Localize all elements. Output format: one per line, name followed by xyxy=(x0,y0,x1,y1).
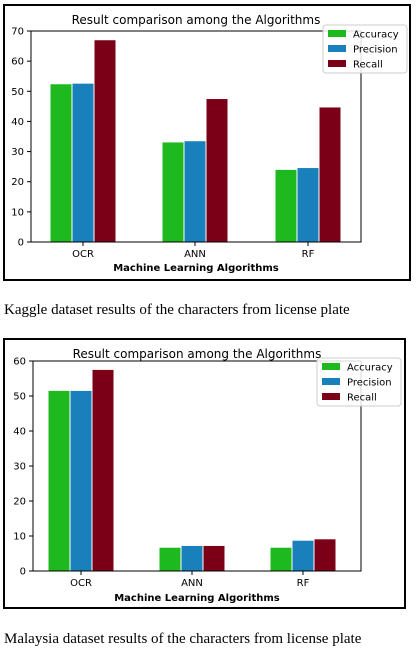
legend-label-accuracy: Accuracy xyxy=(347,363,393,374)
legend-swatch-accuracy xyxy=(328,30,346,37)
bar-accuracy-ocr xyxy=(49,83,73,243)
bar-precision-ocr xyxy=(71,82,95,243)
x-tick-label: OCR xyxy=(70,578,92,589)
bar-accuracy-ann xyxy=(161,141,185,243)
legend-label-precision: Precision xyxy=(353,45,398,56)
legend-swatch-recall xyxy=(322,393,340,400)
y-tick-label: 60 xyxy=(11,57,24,68)
legend-label-recall: Recall xyxy=(353,60,383,71)
bar-recall-ocr xyxy=(93,39,117,243)
bar-recall-rf xyxy=(318,106,342,243)
chart-title: Result comparison among the Algorithms xyxy=(72,13,321,27)
bar-precision-ann xyxy=(180,544,204,572)
y-tick-label: 60 xyxy=(13,357,26,368)
chart-panel-kaggle: 0 10 20 30 40 50 60 70 OCR ANN RF Result comparison… xyxy=(3,4,411,281)
x-tick-label: RF xyxy=(302,249,315,260)
y-tick-label: 30 xyxy=(13,462,26,473)
legend-label-recall: Recall xyxy=(347,393,377,404)
legend-swatch-precision xyxy=(328,45,346,52)
plot-area-frame xyxy=(30,30,362,243)
bar-recall-ocr xyxy=(91,368,115,572)
chart-title: Result comparison among the Algorithms xyxy=(73,347,322,361)
x-tick-label: OCR xyxy=(72,249,94,260)
y-tick-label: 0 xyxy=(20,567,26,578)
bar-precision-ann xyxy=(183,140,207,243)
bar-precision-rf xyxy=(291,539,315,572)
bar-accuracy-rf xyxy=(274,168,298,243)
bar-recall-ann xyxy=(202,544,226,572)
x-axis-label: Machine Learning Algorithms xyxy=(113,263,279,274)
figure-caption-kaggle: Kaggle dataset results of the characters… xyxy=(4,302,350,318)
y-tick-label: 10 xyxy=(13,532,26,543)
y-tick-label: 40 xyxy=(11,117,24,128)
bar-chart-malaysia: 0 10 20 30 40 50 60 OCR ANN RF Result comparison a… xyxy=(13,347,402,604)
x-tick-label: RF xyxy=(297,578,310,589)
legend-swatch-precision xyxy=(322,378,340,385)
bar-recall-ann xyxy=(205,98,229,243)
y-tick-label: 50 xyxy=(13,392,26,403)
figure-caption-malaysia: Malaysia dataset results of the characte… xyxy=(4,631,362,647)
y-tick-label: 0 xyxy=(18,238,24,249)
bar-precision-ocr xyxy=(69,389,93,572)
bar-recall-rf xyxy=(313,538,337,572)
legend-swatch-accuracy xyxy=(322,363,340,370)
x-tick-label: ANN xyxy=(184,249,206,260)
legend-swatch-recall xyxy=(328,60,346,67)
y-tick-label: 70 xyxy=(11,27,24,38)
x-axis-label: Machine Learning Algorithms xyxy=(114,593,280,604)
y-tick-label: 50 xyxy=(11,87,24,98)
x-tick-label: ANN xyxy=(181,578,203,589)
bar-chart-kaggle: 0 10 20 30 40 50 60 70 OCR ANN RF Result comparison… xyxy=(11,13,408,274)
y-tick-label: 20 xyxy=(11,177,24,188)
chart-panel-malaysia: 0 10 20 30 40 50 60 OCR ANN RF Result comparison a… xyxy=(3,338,406,609)
bar-precision-rf xyxy=(296,167,320,243)
bar-accuracy-ocr xyxy=(47,389,71,572)
legend-label-accuracy: Accuracy xyxy=(353,30,399,41)
bar-accuracy-rf xyxy=(269,546,293,572)
y-tick-label: 30 xyxy=(11,147,24,158)
y-tick-label: 20 xyxy=(13,497,26,508)
bar-accuracy-ann xyxy=(158,546,182,572)
y-tick-label: 40 xyxy=(13,427,26,438)
legend-label-precision: Precision xyxy=(347,378,392,389)
y-tick-label: 10 xyxy=(11,207,24,218)
